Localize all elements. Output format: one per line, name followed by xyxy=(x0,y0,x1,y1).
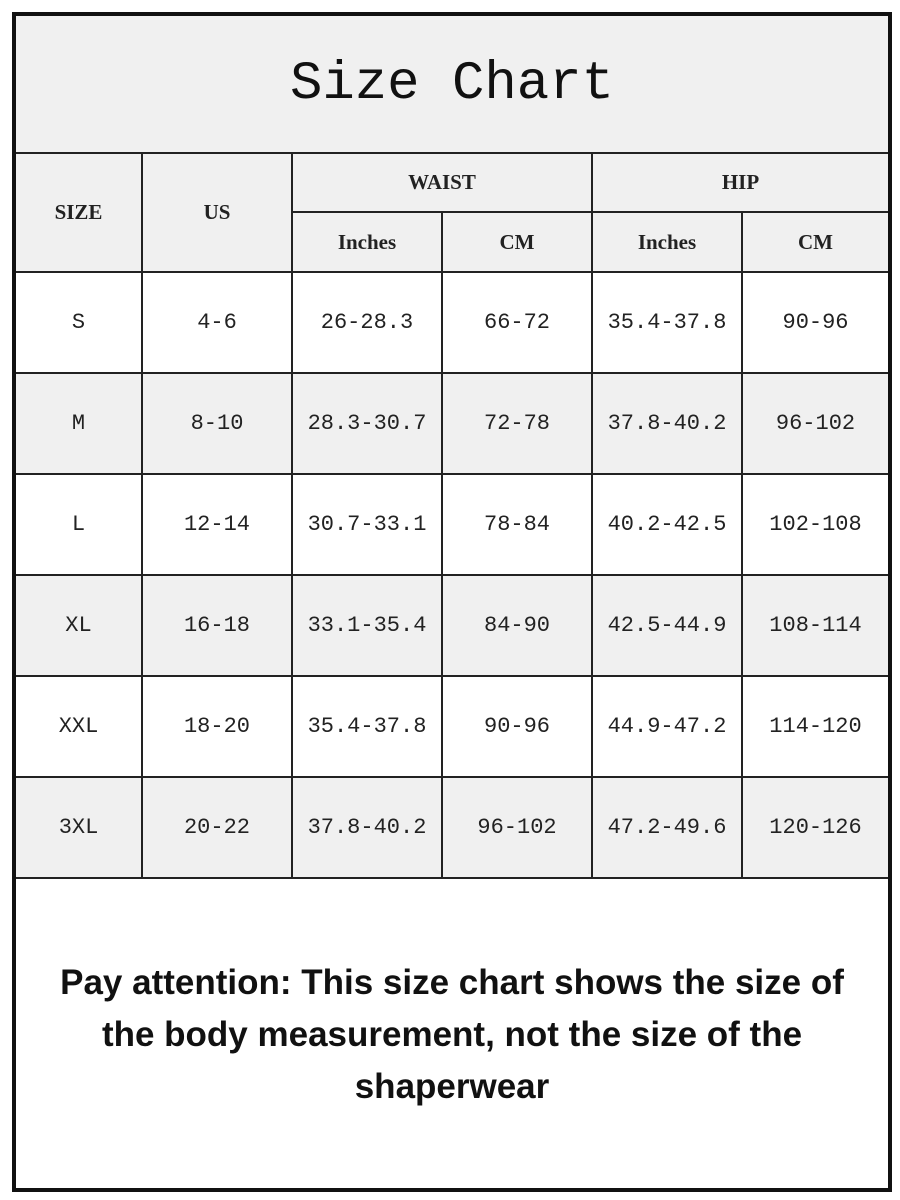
table-row: XL 16-18 33.1-35.4 84-90 42.5-44.9 108-114 xyxy=(16,574,889,677)
cell-waist-cm: 72-78 xyxy=(440,372,594,475)
attention-note: Pay attention: This size chart shows the… xyxy=(60,963,844,1106)
cell-size: XL xyxy=(16,574,143,677)
cell-us: 20-22 xyxy=(141,776,293,879)
cell-hip-in: 44.9-47.2 xyxy=(591,675,744,778)
cell-size: XXL xyxy=(16,675,143,778)
cell-hip-in: 37.8-40.2 xyxy=(591,372,744,475)
cell-waist-cm: 90-96 xyxy=(440,675,594,778)
cell-waist-in: 30.7-33.1 xyxy=(291,473,443,576)
cell-hip-in: 42.5-44.9 xyxy=(591,574,744,677)
header-waist: WAIST xyxy=(290,154,594,213)
size-chart-frame: Size Chart SIZE US WAIST HIP Inches CM I… xyxy=(12,12,892,1192)
cell-size: L xyxy=(16,473,143,576)
header-hip-cm: CM xyxy=(741,211,889,273)
header-hip-inches: Inches xyxy=(591,211,744,273)
table-row: L 12-14 30.7-33.1 78-84 40.2-42.5 102-108 xyxy=(16,473,889,576)
header-size: SIZE xyxy=(16,154,143,273)
header-waist-cm: CM xyxy=(440,211,594,273)
header-us: US xyxy=(141,154,293,273)
cell-waist-in: 26-28.3 xyxy=(291,271,443,374)
table-row: 3XL 20-22 37.8-40.2 96-102 47.2-49.6 120-126 xyxy=(16,776,889,879)
cell-hip-in: 47.2-49.6 xyxy=(591,776,744,879)
cell-hip-cm: 102-108 xyxy=(741,473,889,576)
cell-waist-cm: 78-84 xyxy=(440,473,594,576)
table-row: S 4-6 26-28.3 66-72 35.4-37.8 90-96 xyxy=(16,271,889,374)
cell-us: 16-18 xyxy=(141,574,293,677)
cell-hip-cm: 108-114 xyxy=(741,574,889,677)
cell-hip-cm: 114-120 xyxy=(741,675,889,778)
cell-us: 18-20 xyxy=(141,675,293,778)
cell-size: S xyxy=(16,271,143,374)
cell-waist-in: 35.4-37.8 xyxy=(291,675,443,778)
table-row: M 8-10 28.3-30.7 72-78 37.8-40.2 96-102 xyxy=(16,372,889,475)
cell-us: 8-10 xyxy=(141,372,293,475)
page-title: Size Chart xyxy=(16,16,888,154)
header-waist-inches: Inches xyxy=(292,211,443,273)
cell-us: 4-6 xyxy=(141,271,293,374)
header-hip: HIP xyxy=(591,154,889,213)
cell-size: 3XL xyxy=(16,776,143,879)
cell-waist-in: 33.1-35.4 xyxy=(291,574,443,677)
cell-waist-in: 28.3-30.7 xyxy=(291,372,443,475)
cell-size: M xyxy=(16,372,143,475)
cell-waist-in: 37.8-40.2 xyxy=(291,776,443,879)
cell-hip-in: 40.2-42.5 xyxy=(591,473,744,576)
cell-us: 12-14 xyxy=(141,473,293,576)
table-row: XXL 18-20 35.4-37.8 90-96 44.9-47.2 114-120 xyxy=(16,675,889,778)
cell-waist-cm: 96-102 xyxy=(440,776,594,879)
cell-hip-cm: 120-126 xyxy=(741,776,889,879)
cell-hip-cm: 90-96 xyxy=(741,271,889,374)
cell-hip-in: 35.4-37.8 xyxy=(591,271,744,374)
cell-waist-cm: 84-90 xyxy=(440,574,594,677)
cell-waist-cm: 66-72 xyxy=(440,271,594,374)
cell-hip-cm: 96-102 xyxy=(741,372,889,475)
